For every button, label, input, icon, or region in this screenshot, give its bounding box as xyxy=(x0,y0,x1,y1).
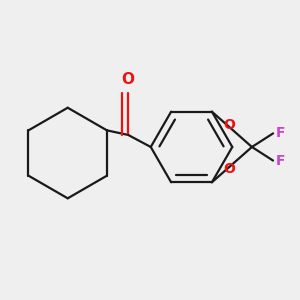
Text: O: O xyxy=(122,72,135,87)
Text: O: O xyxy=(223,162,235,176)
Text: F: F xyxy=(276,126,286,140)
Text: F: F xyxy=(276,154,286,168)
Text: O: O xyxy=(223,118,235,132)
